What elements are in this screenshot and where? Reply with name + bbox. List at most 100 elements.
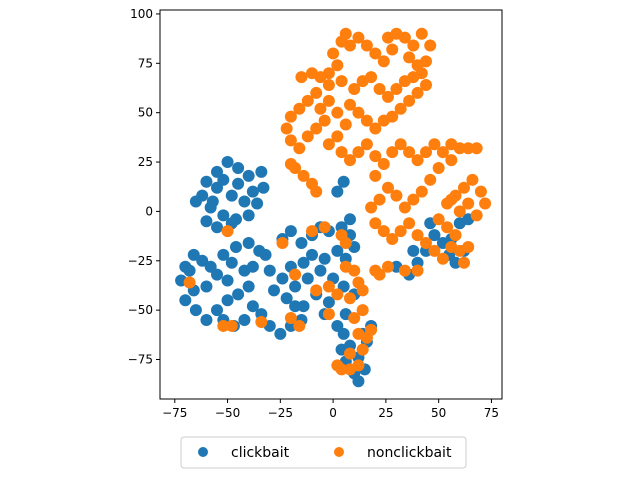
nonclickbait-point [217,319,230,332]
clickbait-point [257,181,270,194]
clickbait-point [318,252,331,265]
clickbait-point [306,248,318,261]
nonclickbait-point [377,158,390,171]
nonclickbait-point [331,359,344,372]
nonclickbait-point [276,237,289,250]
nonclickbait-point [335,146,348,159]
nonclickbait-point [331,288,344,301]
nonclickbait-point [403,51,416,64]
nonclickbait-point [369,217,382,230]
nonclickbait-point [344,347,356,360]
x-tick-label: 25 [378,406,393,420]
clickbait-point [200,215,213,228]
nonclickbait-point [280,122,293,135]
nonclickbait-point [432,213,445,226]
clickbait-point [251,197,264,210]
clickbait-point [331,185,344,198]
clickbait-point [225,189,238,202]
clickbait-point [289,280,302,293]
nonclickbait-point [356,284,369,297]
nonclickbait-point [415,27,428,40]
nonclickbait-point [284,110,297,123]
clickbait-point [246,300,259,313]
clickbait-point [183,264,196,277]
clickbait-point [238,195,251,208]
nonclickbait-point [339,27,352,40]
nonclickbait-point [322,94,335,107]
clickbait-point [206,195,219,208]
nonclickbait-point [403,94,416,107]
nonclickbait-point [344,98,356,111]
nonclickbait-point [415,185,428,198]
nonclickbait-point [322,308,335,321]
nonclickbait-point [470,142,483,155]
nonclickbait-point [293,142,306,155]
clickbait-legend-marker [198,447,208,457]
clickbait-point [179,294,192,307]
nonclickbait-point [293,102,306,115]
nonclickbait-point [322,79,335,92]
y-tick-label: 75 [138,56,153,70]
clickbait-point [274,327,287,340]
nonclickbait-point [344,154,356,167]
nonclickbait-point [318,114,331,127]
nonclickbait-point [428,138,441,151]
plot-frame [159,9,503,400]
nonclickbait-point [369,122,382,135]
x-tick-label: −75 [162,406,187,420]
nonclickbait-point [449,229,462,242]
clickbait-point [242,237,255,250]
nonclickbait-point [356,343,369,356]
clickbait-point [200,175,213,188]
clickbait-point [196,254,209,267]
clickbait-point [428,229,441,242]
nonclickbait-point [382,90,394,103]
clickbait-point [211,221,223,234]
x-tick-label: 50 [431,406,446,420]
clickbait-point [211,268,223,281]
nonclickbait-point [310,86,323,99]
clickbait-point [221,294,234,307]
nonclickbait-point [420,79,432,92]
nonclickbait-point [436,252,449,265]
clickbait-point [297,256,310,269]
nonclickbait-point [445,154,458,167]
clickbait-point [449,256,462,269]
nonclickbait-point [474,185,487,198]
nonclickbait-point [462,197,475,210]
clickbait-point [246,260,259,273]
clickbait-point [187,248,200,261]
nonclickbait-point [390,189,403,202]
nonclickbait-point [386,146,399,159]
nonclickbait-point [306,225,318,238]
nonclickbait-point [432,161,445,174]
nonclickbait-point [377,55,390,68]
nonclickbait-point [289,268,302,281]
nonclickbait-point [420,55,432,68]
clickbait-point [200,280,213,293]
nonclickbait-point [318,221,331,234]
nonclickbait-point [466,173,479,186]
nonclickbait-point [411,154,424,167]
nonclickbait-point [373,82,386,95]
nonclickbait-point [453,142,466,155]
nonclickbait-point [420,237,432,250]
clickbait-point [280,292,293,305]
nonclickbait-point [301,94,314,107]
clickbait-point [217,173,230,186]
nonclickbait-point [352,31,365,44]
nonclickbait-point [441,221,454,234]
legend-box [180,436,467,469]
nonclickbait-point [352,106,365,119]
x-tick-label: 75 [484,406,499,420]
clickbait-point [263,264,276,277]
nonclickbait-point [327,47,340,60]
nonclickbait-point [411,229,424,242]
nonclickbait-point [382,31,394,44]
clickbait-point [337,327,350,340]
nonclickbait-point [331,130,344,143]
nonclickbait-point [301,130,314,143]
clickbait-point [242,280,255,293]
nonclickbait-point [479,197,492,210]
